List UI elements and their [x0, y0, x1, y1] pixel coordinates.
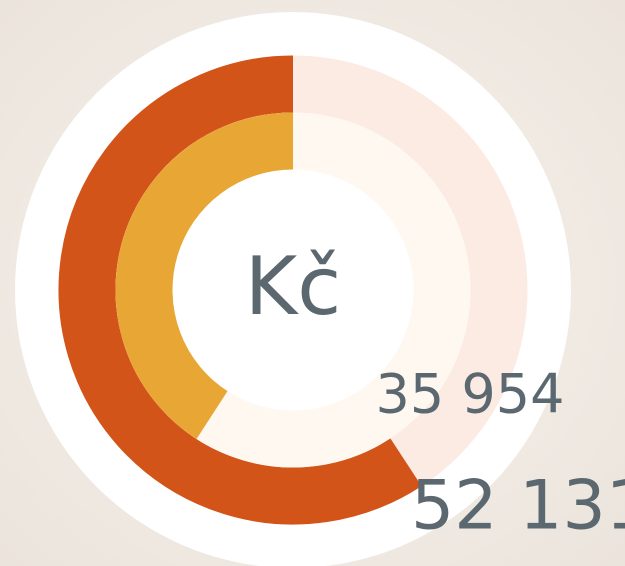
value-label: 52 131 — [411, 467, 625, 546]
ring-arc — [58, 55, 422, 525]
ring-arc — [115, 112, 294, 439]
center-label: Kč — [245, 240, 341, 333]
value-label: 35 954 — [376, 363, 565, 426]
